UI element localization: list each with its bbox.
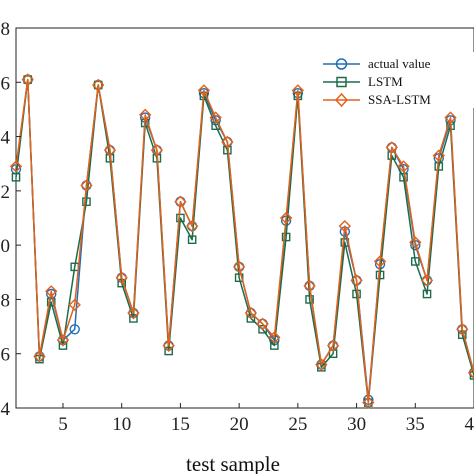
- data-point-diamond: [33, 350, 46, 363]
- y-tick-label: 10: [0, 236, 10, 257]
- x-tick-label: 10: [112, 414, 131, 435]
- data-point-square: [375, 270, 385, 280]
- data-point-diamond: [21, 73, 34, 86]
- data-point-square: [281, 232, 291, 242]
- y-tick-label: 16: [0, 73, 10, 94]
- plot-area: [15, 27, 474, 409]
- data-point-square: [305, 295, 314, 304]
- data-point-diamond: [197, 84, 211, 97]
- data-point-diamond: [385, 141, 398, 154]
- data-point-diamond: [150, 143, 164, 157]
- axes-layer: 4 6 8 10 12 14 16 18 5 10 15 20 25 30 35 40: [0, 19, 474, 435]
- data-point-diamond: [456, 323, 469, 336]
- data-point-diamond: [397, 160, 410, 173]
- data-point-diamond: [68, 298, 81, 312]
- legend-marker-diamond: [334, 92, 349, 108]
- data-point-diamond: [326, 339, 340, 352]
- data-point-diamond: [115, 271, 128, 284]
- y-tick-label: 6: [1, 345, 11, 366]
- data-point-square: [234, 273, 244, 283]
- data-point-diamond: [244, 306, 258, 320]
- series-layer: [9, 73, 474, 409]
- data-point-square: [187, 235, 197, 245]
- x-tick-label: 35: [406, 414, 425, 435]
- data-point-diamond: [162, 339, 175, 352]
- data-point-diamond: [92, 78, 105, 92]
- data-point-diamond: [56, 333, 70, 347]
- legend-marker-square: [336, 76, 347, 88]
- data-point-diamond: [209, 111, 222, 124]
- data-point-diamond: [256, 317, 269, 331]
- data-point-diamond: [350, 274, 363, 287]
- y-tick-label: 14: [0, 128, 11, 149]
- data-point-square: [46, 297, 56, 307]
- data-point-diamond: [279, 211, 293, 225]
- legend-entry-ssa-lstm: SSA-LSTM: [323, 92, 431, 108]
- data-point-diamond: [185, 219, 199, 233]
- data-point-diamond: [409, 236, 422, 249]
- series-line: [15, 78, 474, 401]
- data-point-square: [164, 346, 173, 356]
- plot-frame: [15, 27, 474, 409]
- data-point-diamond: [103, 143, 117, 157]
- data-point-circle: [69, 324, 80, 335]
- data-point-diamond: [432, 149, 445, 162]
- legend-marker-circle: [335, 58, 348, 70]
- series-line: [15, 78, 474, 404]
- data-point-diamond: [268, 331, 281, 344]
- data-point-square: [129, 314, 138, 323]
- series-line: [15, 78, 474, 404]
- data-point-diamond: [362, 396, 375, 409]
- data-point-square: [352, 289, 361, 299]
- legend-label-lstm: LSTM: [368, 74, 403, 89]
- data-point-square: [82, 197, 91, 207]
- data-point-diamond: [315, 358, 328, 371]
- series-ssa-lstm: [9, 73, 474, 409]
- data-point-diamond: [338, 219, 352, 233]
- x-tick-label: 40: [465, 414, 474, 435]
- legend-label-ssa-lstm: SSA-LSTM: [368, 92, 431, 107]
- data-point-diamond: [467, 366, 474, 379]
- data-point-diamond: [127, 306, 140, 320]
- data-point-diamond: [80, 179, 93, 192]
- data-point-square: [258, 324, 267, 334]
- data-point-diamond: [9, 160, 23, 173]
- data-point-square: [399, 172, 408, 182]
- data-point-diamond: [303, 279, 316, 293]
- data-point-diamond: [174, 195, 187, 208]
- data-point-diamond: [45, 285, 58, 298]
- data-point-diamond: [232, 260, 246, 274]
- x-tick-label: 25: [288, 414, 307, 435]
- x-axis-title: test sample: [186, 452, 280, 474]
- legend-box: [318, 52, 474, 108]
- data-point-diamond: [420, 274, 434, 287]
- data-point-square: [11, 172, 21, 182]
- data-point-square: [58, 341, 68, 350]
- data-point-square: [422, 289, 432, 299]
- series-lstm: [11, 75, 474, 407]
- data-point-square: [410, 257, 420, 266]
- y-tick-label: 12: [0, 182, 10, 203]
- x-tick-label: 15: [171, 414, 190, 435]
- x-tick-label: 5: [58, 414, 68, 435]
- legend-entry-lstm: LSTM: [323, 74, 403, 89]
- y-tick-label: 18: [0, 19, 10, 40]
- legend-entry-actual: actual value: [323, 56, 431, 71]
- data-point-diamond: [373, 255, 387, 268]
- data-point-diamond: [138, 108, 152, 122]
- data-point-diamond: [221, 135, 234, 149]
- legend: actual value LSTM SSA-LSTM: [318, 52, 474, 108]
- x-tick-label: 20: [230, 414, 249, 435]
- legend-label-actual: actual value: [368, 56, 431, 71]
- data-point-square: [176, 213, 185, 223]
- y-tick-label: 8: [1, 290, 11, 311]
- x-tick-label: 30: [347, 414, 366, 435]
- data-point-diamond: [444, 111, 457, 124]
- data-point-square: [246, 314, 256, 323]
- data-point-diamond: [291, 84, 305, 97]
- y-tick-label: 4: [1, 399, 11, 420]
